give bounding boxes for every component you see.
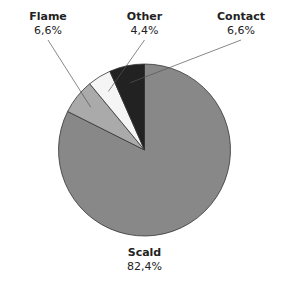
slice-label: Flame6,6%: [29, 10, 67, 37]
leader-line: [108, 40, 144, 91]
chart: Flame6,6%Other4,4%Contact6,6%Scald82,4%: [0, 0, 289, 294]
label-name: Contact: [217, 10, 265, 23]
slices: [58, 64, 230, 236]
slice-label: Other4,4%: [127, 10, 163, 37]
labels: Flame6,6%Other4,4%Contact6,6%Scald82,4%: [29, 10, 265, 273]
label-value: 6,6%: [34, 24, 62, 37]
chart-container: Flame6,6%Other4,4%Contact6,6%Scald82,4%: [0, 0, 289, 294]
pie-slice: [110, 64, 145, 150]
label-name: Other: [127, 10, 163, 23]
label-value: 6,6%: [227, 24, 255, 37]
leader-line: [48, 40, 91, 107]
label-name: Scald: [128, 246, 162, 259]
label-name: Flame: [29, 10, 67, 23]
label-value: 4,4%: [131, 24, 159, 37]
slice-label: Contact6,6%: [217, 10, 265, 37]
slice-label: Scald82,4%: [127, 246, 162, 273]
label-value: 82,4%: [127, 260, 162, 273]
leader-line: [130, 40, 241, 83]
pie-slice: [58, 64, 230, 236]
